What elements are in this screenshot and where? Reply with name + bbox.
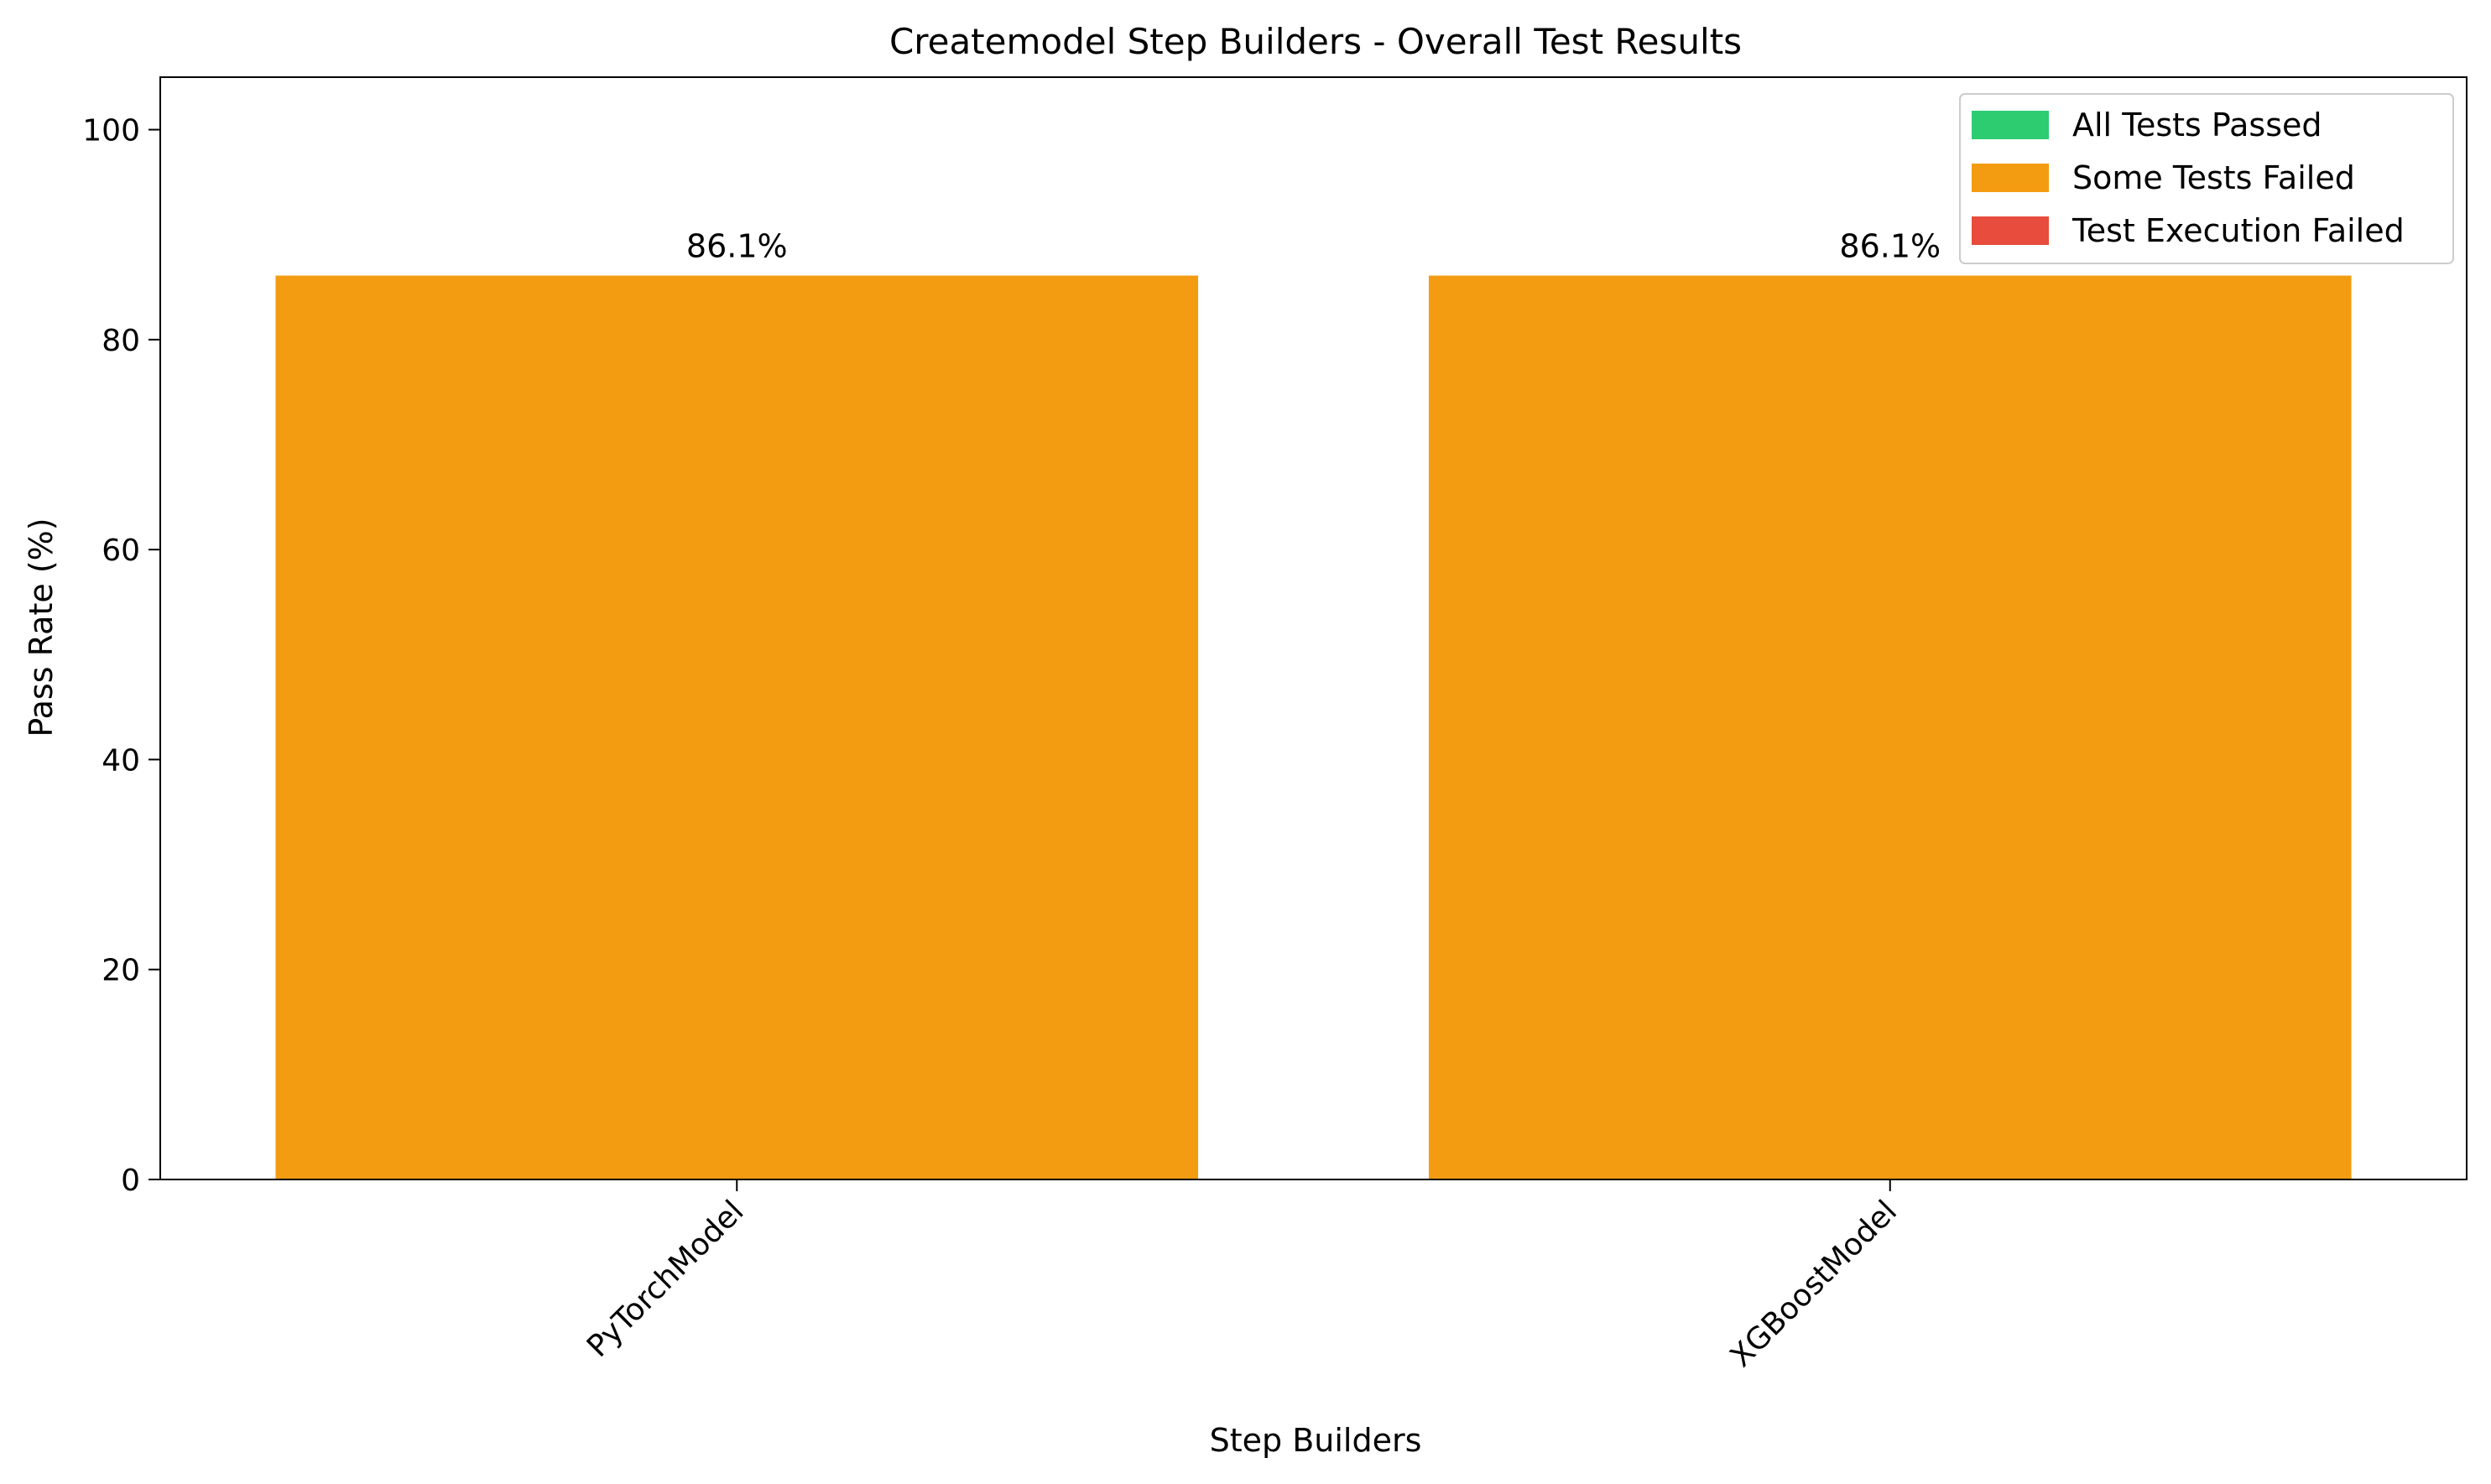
axes-frame [159,76,2468,1180]
legend-swatch [1972,216,2049,245]
x-axis-label: Step Builders [1210,1422,1422,1459]
y-tick-label: 20 [102,954,140,988]
y-tick-label: 80 [102,324,140,358]
y-tick-label: 40 [102,743,140,778]
legend-swatch [1972,164,2049,192]
legend: All Tests Passed Some Tests Failed Test Ex… [1959,93,2454,264]
bar-value-label: 86.1% [1839,228,1941,265]
y-tick-label: 60 [102,534,140,568]
bar-value-label: 86.1% [686,228,788,265]
y-axis-label: Pass Rate (%) [23,518,60,737]
legend-label: All Tests Passed [2072,107,2322,143]
y-tick-label: 0 [121,1164,140,1198]
legend-label: Some Tests Failed [2072,159,2355,196]
bar [275,275,1199,1179]
chart-title: Createmodel Step Builders - Overall Test… [889,21,1742,62]
y-tick-label: 100 [82,114,140,148]
bar [1428,275,2352,1179]
legend-box [1959,93,2454,264]
legend-swatch [1972,111,2049,139]
legend-label: Test Execution Failed [2071,212,2405,249]
